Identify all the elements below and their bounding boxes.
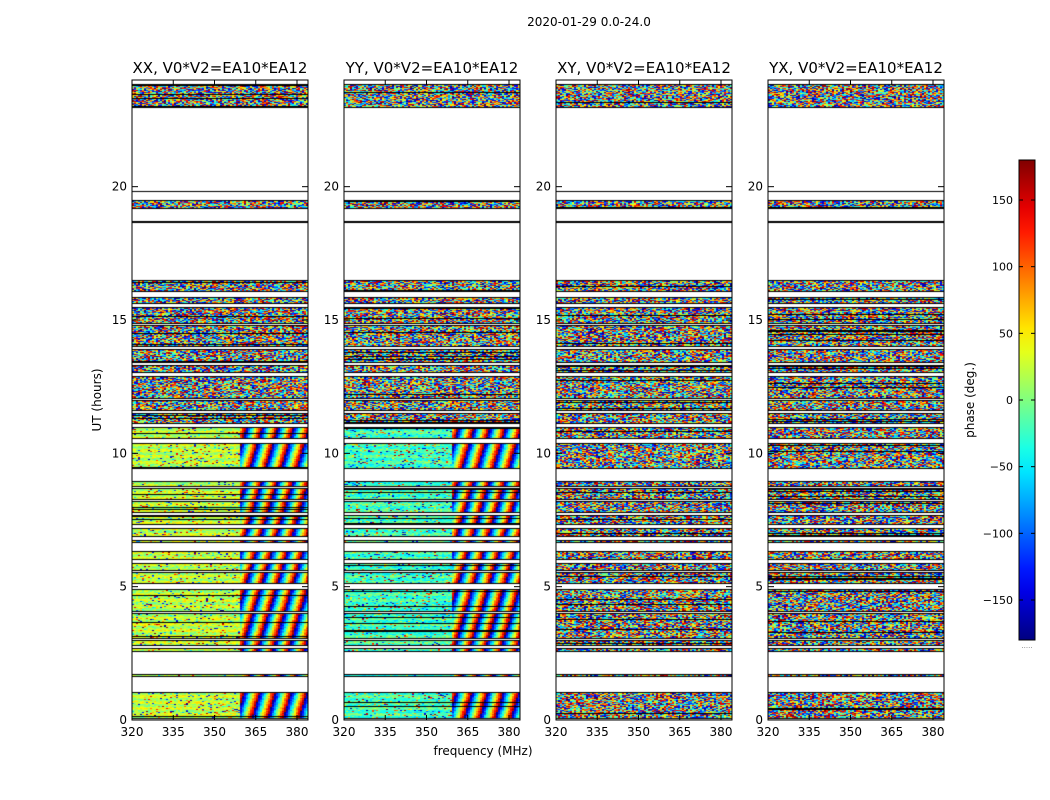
x-tick-label: 335 (162, 725, 185, 739)
y-tick-label: 15 (112, 313, 127, 327)
axes-frame (767, 79, 945, 721)
panel-title: YY, V0*V2=EA10*EA12 (345, 59, 519, 77)
x-tick-label: 380 (286, 725, 309, 739)
x-tick-label: 380 (922, 725, 945, 739)
x-tick-label: 350 (203, 725, 226, 739)
colorbar-tick-label: 150 (992, 194, 1013, 207)
y-tick-label: 10 (324, 446, 339, 460)
colorbar-tick-label: 50 (999, 327, 1013, 340)
y-tick-label: 5 (755, 580, 763, 594)
colorbar-tick-label: 100 (992, 261, 1013, 274)
colorbar-tick-label: 0 (1006, 394, 1013, 407)
y-tick-label: 15 (324, 313, 339, 327)
x-tick-label: 365 (456, 725, 479, 739)
panel-1: XX, V0*V2=EA10*EA12 320 335 350 365 380 0 5 10 15… (112, 59, 309, 739)
x-tick-label: 380 (498, 725, 521, 739)
y-axis-label: UT (hours) (90, 368, 104, 431)
heatmap-image (344, 80, 520, 720)
x-tick-label: 365 (244, 725, 267, 739)
y-tick-label: 5 (331, 580, 339, 594)
panel-4: YX, V0*V2=EA10*EA12 320 335 350 365 380 0 5 10 15… (748, 59, 945, 739)
panel-3: XY, V0*V2=EA10*EA12 320 335 350 365 380 0 5 10 15… (536, 59, 733, 739)
axes-frame (555, 79, 733, 721)
x-tick-label: 320 (545, 725, 568, 739)
y-tick-label: 0 (543, 713, 551, 727)
panel-2: YY, V0*V2=EA10*EA12 320 335 350 365 380 0 5 10 15… (324, 59, 521, 739)
x-tick-label: 350 (415, 725, 438, 739)
heatmap-image (556, 80, 732, 720)
axes-frame (131, 79, 309, 721)
x-tick-label: 335 (586, 725, 609, 739)
x-tick-label: 320 (757, 725, 780, 739)
axes-frame (343, 79, 521, 721)
colorbar: −150 −100 −50 0 50 100 150 phase (deg.)..... (963, 159, 1036, 650)
heatmap-image (768, 80, 944, 720)
y-tick-label: 5 (119, 580, 127, 594)
colorbar-tick-label: −150 (983, 594, 1013, 607)
x-tick-label: 320 (333, 725, 356, 739)
y-tick-label: 20 (748, 180, 763, 194)
figure-title: 2020-01-29 0.0-24.0 (527, 15, 651, 29)
colorbar-label: phase (deg.) (963, 362, 977, 438)
y-tick-label: 5 (543, 580, 551, 594)
panel-title: YX, V0*V2=EA10*EA12 (768, 59, 943, 77)
x-axis-label: frequency (MHz) (433, 744, 532, 758)
x-tick-label: 365 (880, 725, 903, 739)
colorbar-tick-label: −50 (990, 461, 1013, 474)
y-tick-label: 15 (536, 313, 551, 327)
y-tick-label: 0 (119, 713, 127, 727)
x-tick-label: 335 (798, 725, 821, 739)
x-tick-label: 350 (839, 725, 862, 739)
y-tick-label: 15 (748, 313, 763, 327)
y-tick-label: 10 (748, 446, 763, 460)
x-tick-label: 320 (121, 725, 144, 739)
panel-title: XX, V0*V2=EA10*EA12 (133, 59, 308, 77)
x-tick-label: 335 (374, 725, 397, 739)
panel-title: XY, V0*V2=EA10*EA12 (557, 59, 731, 77)
y-tick-label: 20 (536, 180, 551, 194)
colorbar-footer: ..... (1021, 642, 1032, 650)
y-tick-label: 10 (112, 446, 127, 460)
y-tick-label: 10 (536, 446, 551, 460)
y-tick-label: 0 (331, 713, 339, 727)
colorbar-gradient (1019, 160, 1035, 640)
colorbar-tick-label: −100 (983, 527, 1013, 540)
y-tick-label: 20 (324, 180, 339, 194)
y-tick-label: 0 (755, 713, 763, 727)
heatmap-image (132, 80, 308, 720)
x-tick-label: 365 (668, 725, 691, 739)
x-tick-label: 350 (627, 725, 650, 739)
x-tick-label: 380 (710, 725, 733, 739)
y-tick-label: 20 (112, 180, 127, 194)
panels-group: XX, V0*V2=EA10*EA12 320 335 350 365 380 0 5 10 15… (112, 59, 945, 739)
